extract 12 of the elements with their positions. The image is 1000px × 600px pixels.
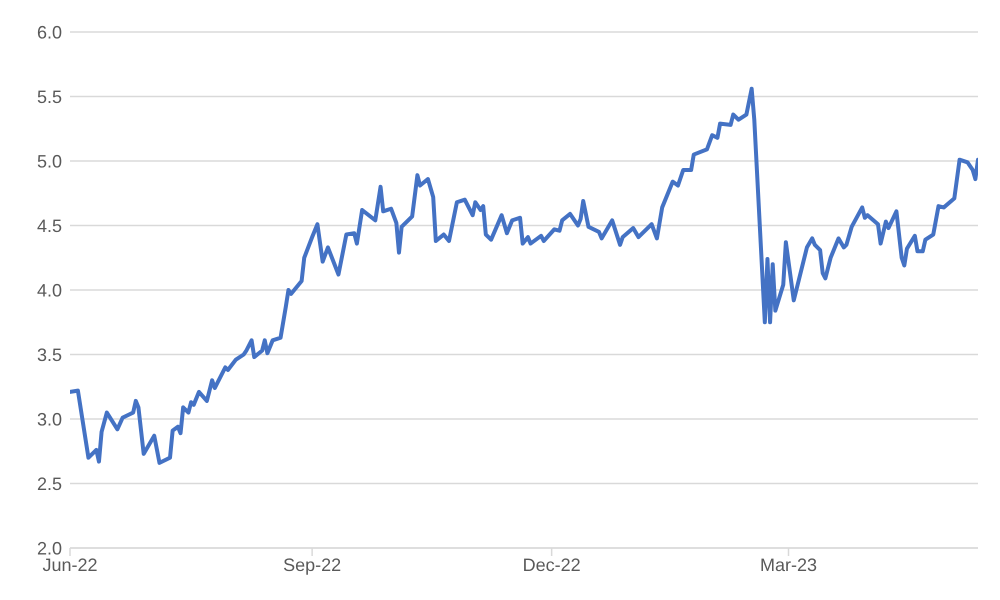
y-tick-label: 5.5 bbox=[36, 86, 62, 107]
y-tick-label: 3.0 bbox=[36, 409, 62, 430]
y-tick-label: 5.0 bbox=[36, 151, 62, 172]
line-series bbox=[70, 86, 978, 465]
y-tick-label: 6.0 bbox=[36, 22, 62, 42]
x-tick-label: Sep-22 bbox=[283, 554, 342, 575]
x-tick-label: Dec-22 bbox=[522, 554, 581, 575]
y-tick-label: 3.5 bbox=[36, 344, 62, 365]
y-tick-label: 2.5 bbox=[36, 474, 62, 494]
x-tick-label: Mar-23 bbox=[760, 554, 818, 575]
y-tick-label: 4.5 bbox=[36, 216, 62, 236]
y-tick-label: 4.0 bbox=[36, 280, 62, 300]
